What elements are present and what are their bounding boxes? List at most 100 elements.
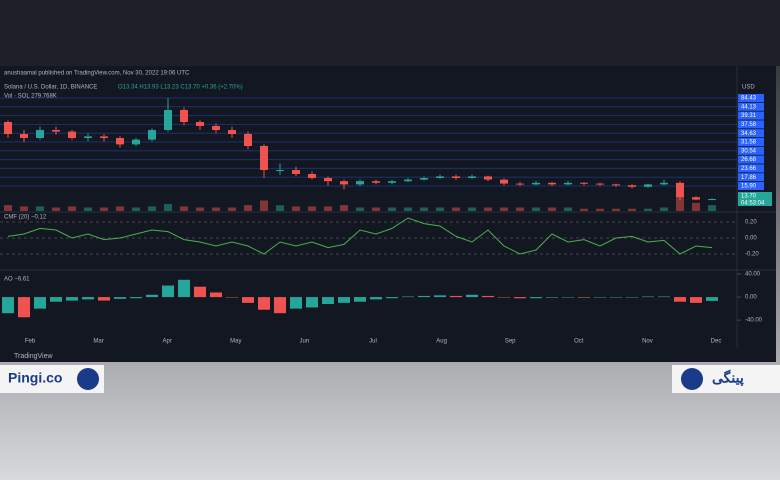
ao-tick-label: 0.00 [745,295,757,301]
title: Solana / U.S. Dollar, 1D, BINANCE [4,85,97,91]
price-label: 44.13 [741,104,757,110]
candle-body [708,199,716,201]
cmf-line [7,217,713,255]
ao-legend: AO −6.61 [4,277,30,283]
ao-bar [338,297,350,303]
ao-bar [82,297,94,300]
candle-body [564,182,572,185]
candle-body [164,110,172,130]
candle-body [180,110,188,122]
ao-bar [354,297,366,302]
axis-tag [738,182,764,190]
ao-bar [594,297,606,298]
ao-bar [114,297,126,299]
x-tick-label: Apr [163,339,172,345]
price-label: 23.66 [741,166,757,172]
ao-bar [482,295,494,298]
candle-body [596,183,604,185]
candle-body [516,183,524,185]
volume-bar [436,207,444,211]
volume-bar [308,206,316,211]
cmf-tick-label: 0.00 [745,236,757,242]
ao-bar [514,297,526,299]
candle-body [148,130,156,140]
volume-bar [356,207,364,211]
ao-bar [50,297,62,302]
ao-bar [210,292,222,298]
volume-bar [36,206,44,211]
candle-body [52,130,60,132]
ao-bar [226,297,238,298]
ao-bar [178,279,190,298]
candle-body [484,176,492,180]
volume-bar [692,202,700,211]
ao-bar [642,296,654,298]
brand: TradingView [14,353,53,360]
volume-bar [132,207,140,211]
volume-bar [196,207,204,211]
price-label: 30.54 [741,148,757,154]
ao-bar [322,297,334,304]
ao-bar [610,297,622,298]
ao-bar [434,295,446,298]
ao-bar [98,297,110,301]
ao-bar [306,297,318,308]
site: Pingi.co [8,370,62,386]
volume-bar [148,206,156,211]
ao-bar [290,297,302,309]
publisher: anushaamal published on TradingView.com,… [4,71,190,77]
x-tick-label: Jun [300,339,310,345]
axis-tag [738,102,764,111]
axis-tag [738,111,764,120]
candle-body [612,184,620,186]
volume-bar [404,207,412,211]
candle-body [196,122,204,126]
candle-body [692,197,700,200]
volume-bar [164,204,172,211]
price-label: 15.90 [741,184,757,190]
candle-body [100,136,108,138]
candle-body [36,130,44,138]
ao-bar [578,297,590,298]
volume-bar [388,207,396,211]
ao-bar [18,297,30,318]
volume-bar [708,205,716,211]
axis-tag [738,138,764,146]
volume-bar [324,206,332,211]
ao-bar [194,286,206,298]
candle-body [388,181,396,183]
countdown: 04:53:04 [741,201,765,207]
volume-bar [596,208,604,211]
candle-body [660,182,668,185]
volume-bar [484,207,492,211]
axis-tag [738,129,764,138]
ao-bar [546,297,558,298]
candle-body [116,138,124,145]
x-tick-label: May [230,339,241,345]
candle-body [372,181,380,183]
candle-body [548,182,556,185]
candle-body [532,182,540,185]
candle-body [420,178,428,180]
x-tick-label: Sep [505,339,516,345]
footer [0,348,776,362]
axis-tag [738,146,764,155]
volume-bar [468,207,476,211]
candle-body [628,185,636,187]
ao-bar [530,297,542,299]
candle-body [228,130,236,134]
volume-bar [548,207,556,211]
volume-bar [580,208,588,211]
candle-body [340,181,348,185]
ao-bar [162,285,174,298]
axis-tag [738,164,764,173]
volume-bar [228,207,236,211]
ao-bar [258,297,270,310]
candle-body [676,182,684,198]
price-label: 37.58 [741,122,757,128]
volume-bar [84,207,92,211]
ao-bar [34,297,46,309]
candle-body [324,178,332,182]
candle-body [292,170,300,174]
